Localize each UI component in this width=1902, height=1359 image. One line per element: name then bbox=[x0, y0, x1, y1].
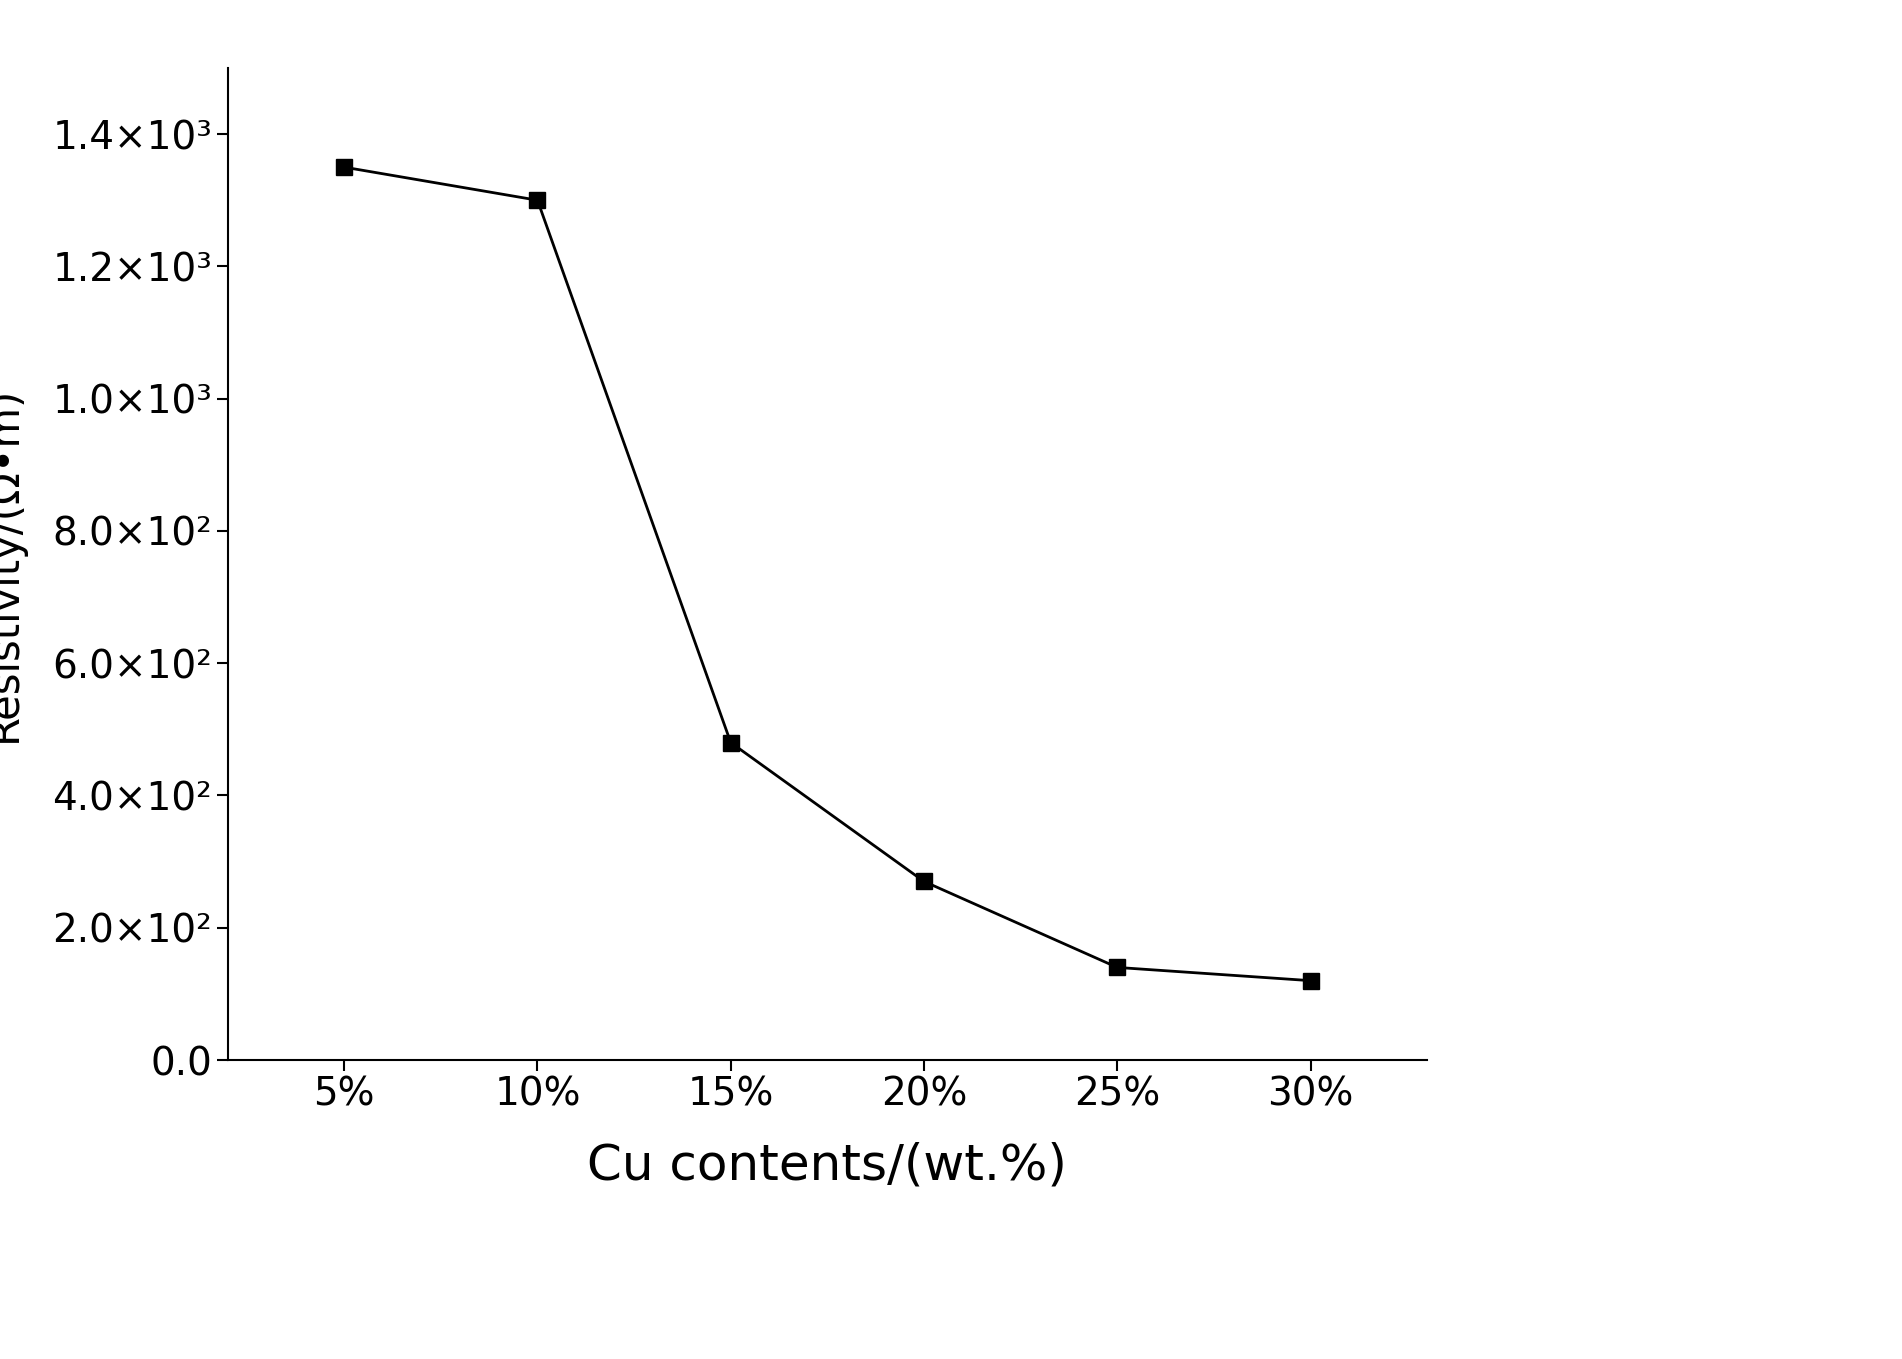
X-axis label: Cu contents/(wt.%): Cu contents/(wt.%) bbox=[588, 1142, 1067, 1189]
Y-axis label: Resistivity/(Ω•m): Resistivity/(Ω•m) bbox=[0, 386, 25, 742]
